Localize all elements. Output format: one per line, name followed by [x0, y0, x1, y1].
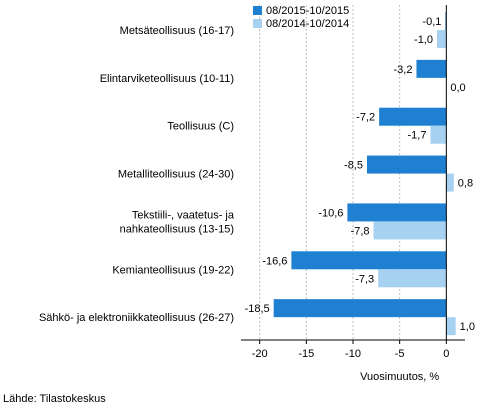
x-tick-label: -20	[252, 348, 268, 360]
category-label: Elintarviketeollisuus (10-11)	[100, 73, 234, 85]
bar-series1	[379, 107, 447, 126]
category-label: Teollisuus (C)	[167, 121, 234, 133]
data-label: 0,0	[450, 82, 465, 94]
category-label: Sähkö- ja elektroniikkateollisuus (26-27…	[39, 312, 234, 324]
bar-series2	[378, 269, 447, 288]
category-label: Metalliteollisuus (24-30)	[118, 169, 234, 181]
data-label: -7,2	[356, 112, 375, 124]
data-label: -7,3	[355, 273, 374, 285]
x-tick-label: -15	[298, 348, 314, 360]
data-label: -10,6	[318, 207, 343, 219]
category-label: Kemianteollisuus (19-22)	[112, 264, 234, 276]
data-label: -1,0	[414, 34, 433, 46]
data-label: -8,5	[344, 160, 363, 172]
bars	[273, 12, 456, 336]
bar-series1	[416, 59, 447, 78]
legend-swatch	[253, 6, 262, 15]
data-label: -1,7	[407, 130, 426, 142]
labels: -0,1 -1,0 Metsäteollisuus (16-17) -3,2 0,0 El…	[39, 16, 475, 333]
data-label: 0,8	[458, 178, 473, 190]
legend-label: 08/2015-10/2015	[266, 5, 349, 17]
bar-series2	[437, 30, 447, 48]
bar-series2	[430, 125, 447, 144]
x-tick-label: -5	[395, 348, 405, 360]
bar-series2	[446, 173, 454, 192]
category-label: Tekstiili-, vaatetus- ja	[132, 209, 235, 221]
data-label: -0,1	[422, 16, 441, 28]
category-label: nahkateollisuus (13-15)	[120, 223, 234, 235]
axes: -20 -15 -10 -5 0 Vuosimuutos, %	[241, 5, 465, 383]
bar-series2	[373, 221, 447, 240]
data-label: -16,6	[262, 255, 287, 267]
bar-series2	[446, 317, 456, 336]
legend-swatch	[253, 19, 262, 28]
data-label: -7,8	[351, 225, 370, 237]
category-label: Metsäteollisuus (16-17)	[120, 25, 234, 37]
source-note: Lähde: Tilastokeskus	[3, 393, 106, 405]
bar-series1	[367, 155, 447, 174]
data-label: 1,0	[460, 321, 475, 333]
x-tick-label: 0	[443, 348, 449, 360]
bar-series1	[291, 251, 447, 270]
legend-label: 08/2014-10/2014	[266, 18, 349, 30]
x-tick-label: -10	[345, 348, 361, 360]
data-label: -3,2	[393, 64, 412, 76]
data-label: -18,5	[245, 303, 270, 315]
bar-series1	[273, 299, 447, 318]
x-axis-title: Vuosimuutos, %	[360, 371, 439, 383]
bar-series1	[347, 203, 447, 222]
